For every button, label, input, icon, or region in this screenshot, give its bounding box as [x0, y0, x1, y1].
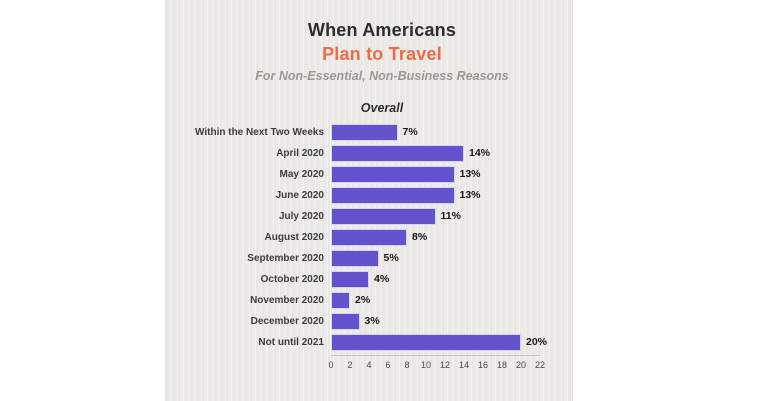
category-label: September 2020	[247, 253, 324, 264]
bar-track: 13%	[331, 185, 573, 206]
bar-track: 7%	[331, 122, 573, 143]
x-axis-tick: 0	[328, 360, 334, 370]
bar-track: 14%	[331, 143, 573, 164]
value-label: 11%	[440, 210, 461, 222]
category-label: August 2020	[264, 232, 324, 243]
x-axis-tick: 20	[515, 360, 527, 370]
x-axis-tick: 10	[420, 360, 432, 370]
chart-row: August 2020 8%	[165, 227, 573, 248]
bar	[331, 292, 350, 309]
value-label: 5%	[383, 252, 399, 264]
category-label: April 2020	[276, 148, 324, 159]
chart-row: Within the Next Two Weeks 7%	[165, 122, 573, 143]
infographic-card: When Americans Plan to Travel For Non-Es…	[165, 0, 573, 401]
chart-row: December 2020 3%	[165, 311, 573, 332]
bar-track: 13%	[331, 164, 573, 185]
value-label: 20%	[526, 336, 548, 348]
x-axis-tick: 6	[385, 360, 391, 370]
bar-track: 5%	[331, 248, 573, 269]
chart-title-line-2: Plan to Travel	[322, 44, 442, 64]
category-label: October 2020	[260, 274, 324, 285]
bar-track: 8%	[331, 227, 573, 248]
bar	[331, 271, 369, 288]
category-label: December 2020	[250, 316, 324, 327]
category-label: Not until 2021	[258, 337, 324, 348]
value-label: 14%	[469, 147, 491, 159]
x-axis-tick: 4	[366, 360, 372, 370]
bar	[331, 187, 455, 204]
bar-chart: Within the Next Two Weeks 7% April 2020 14%…	[165, 122, 573, 372]
value-label: 13%	[459, 168, 481, 180]
x-axis-tick: 8	[404, 360, 410, 370]
bar	[331, 334, 521, 351]
chart-row: September 2020 5%	[165, 248, 573, 269]
value-label: 3%	[364, 315, 380, 327]
chart-row: April 2020 14%	[165, 143, 573, 164]
chart-row: June 2020 13%	[165, 185, 573, 206]
value-label: 4%	[374, 273, 390, 285]
chart-subtitle: For Non-Essential, Non-Business Reasons	[255, 69, 509, 83]
category-label: May 2020	[279, 169, 324, 180]
value-label: 2%	[355, 294, 371, 306]
bar	[331, 145, 464, 162]
bar	[331, 313, 360, 330]
chart-header: When Americans Plan to Travel For Non-Es…	[178, 0, 586, 115]
bar-track: 3%	[331, 311, 573, 332]
bar-track: 20%	[331, 332, 573, 353]
bar	[331, 166, 455, 183]
value-label: 8%	[412, 231, 428, 243]
group-label-overall: Overall	[360, 101, 404, 115]
bar-track: 11%	[331, 206, 573, 227]
chart-row: October 2020 4%	[165, 269, 573, 290]
bar	[331, 229, 407, 246]
x-axis-tick: 14	[458, 360, 470, 370]
chart-row: May 2020 13%	[165, 164, 573, 185]
category-label: November 2020	[250, 295, 324, 306]
bar	[331, 208, 436, 225]
chart-row: July 2020 11%	[165, 206, 573, 227]
chart-row: November 2020 2%	[165, 290, 573, 311]
chart-title-line-1: When Americans	[307, 20, 457, 40]
x-axis-tick: 18	[496, 360, 508, 370]
bar	[331, 250, 379, 267]
bar-track: 4%	[331, 269, 573, 290]
bar	[331, 124, 398, 141]
bar-track: 2%	[331, 290, 573, 311]
x-axis-tick: 2	[347, 360, 353, 370]
category-label: Within the Next Two Weeks	[195, 127, 324, 138]
category-label: June 2020	[275, 190, 324, 201]
x-axis-tick: 16	[477, 360, 489, 370]
x-axis: 0 2 4 6 8 10 12 14 16 18 20 22	[328, 355, 545, 372]
bar-rows: Within the Next Two Weeks 7% April 2020 14%…	[165, 122, 573, 353]
category-label: July 2020	[278, 211, 324, 222]
x-axis-tick: 22	[534, 360, 546, 370]
x-axis-tick: 12	[439, 360, 451, 370]
value-label: 7%	[402, 126, 418, 138]
value-label: 13%	[459, 189, 481, 201]
chart-row: Not until 2021 20%	[165, 332, 573, 353]
